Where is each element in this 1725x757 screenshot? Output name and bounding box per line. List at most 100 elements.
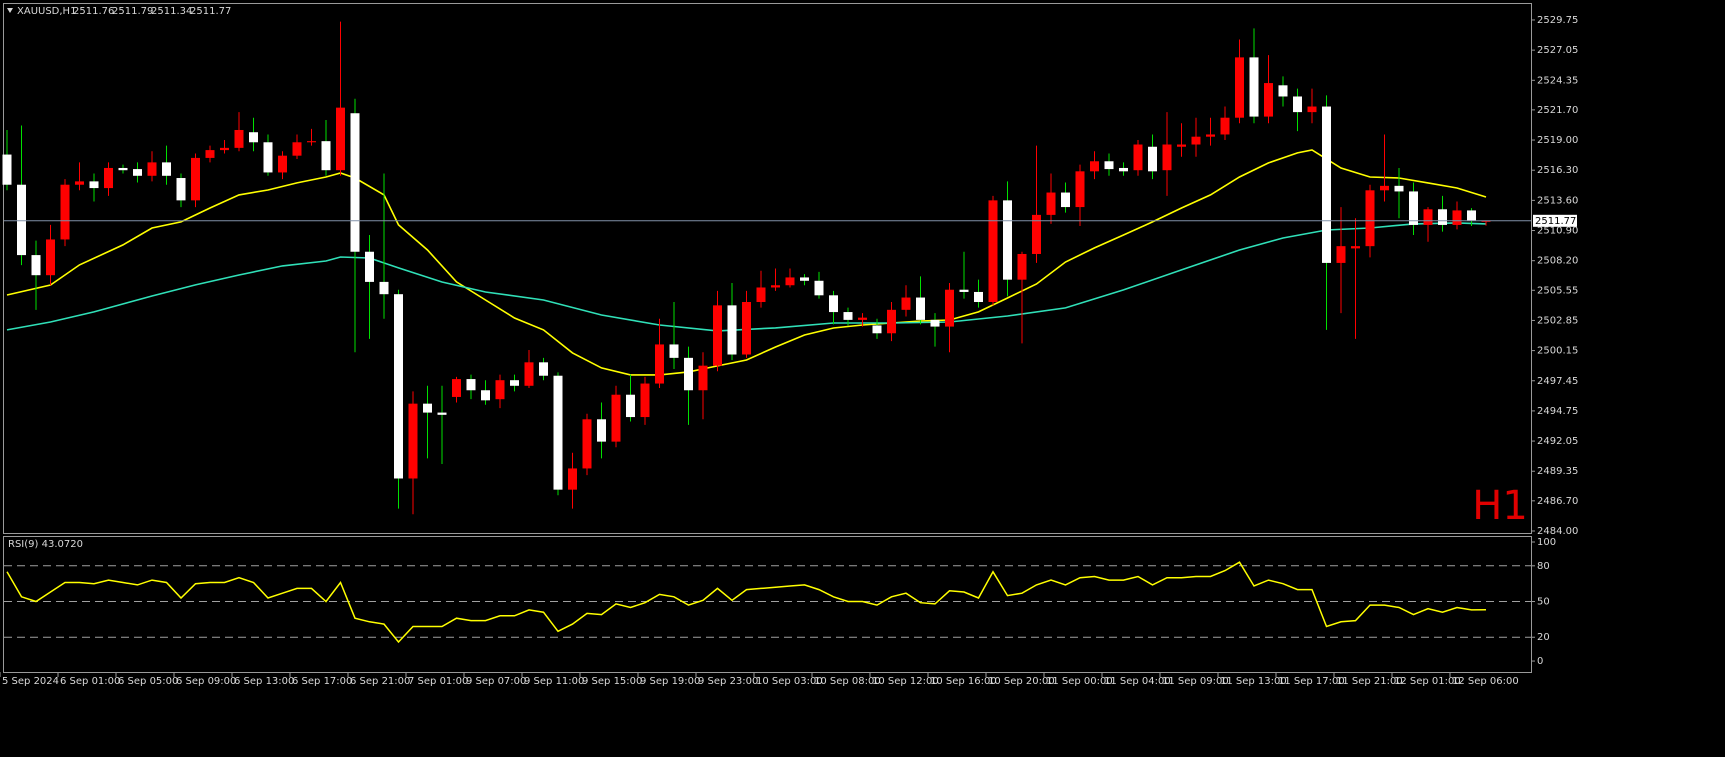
- bullish-candle-body: [568, 468, 577, 490]
- x-tick-label: 5 Sep 2024: [2, 676, 59, 687]
- bullish-candle-body: [75, 181, 84, 185]
- x-tick-label: 11 Sep 17:00: [1278, 676, 1345, 687]
- bullish-candle-body: [452, 379, 461, 397]
- x-tick-label: 9 Sep 11:00: [524, 676, 584, 687]
- bearish-candle-body: [510, 380, 519, 386]
- bullish-candle-body: [292, 142, 302, 156]
- bullish-candle-body: [698, 365, 708, 391]
- bullish-candle-body: [945, 289, 954, 327]
- bearish-candle-body: [379, 281, 389, 295]
- bullish-candle-body: [1075, 171, 1085, 208]
- bullish-candle-body: [1046, 192, 1056, 215]
- bullish-candle-body: [1380, 185, 1389, 191]
- bearish-candle-body: [1061, 192, 1070, 208]
- bearish-candle-body: [31, 255, 41, 276]
- x-tick-label: 10 Sep 03:00: [756, 676, 823, 687]
- bearish-candle-body: [1394, 185, 1404, 192]
- rsi-line: [6, 561, 1487, 644]
- bearish-candle-body: [365, 251, 374, 282]
- bullish-candle-body: [655, 344, 664, 384]
- x-tick-label: 10 Sep 16:00: [930, 676, 997, 687]
- bullish-candle-body: [785, 277, 795, 286]
- bearish-candle-body: [176, 178, 186, 201]
- x-tick-label: 12 Sep 06:00: [1452, 676, 1519, 687]
- ohlc-open: 2511.76: [73, 6, 114, 17]
- x-tick-label: 6 Sep 21:00: [350, 676, 410, 687]
- bearish-candle-body: [916, 297, 925, 320]
- bullish-candle-body: [408, 403, 418, 479]
- bullish-candle-body: [1032, 214, 1041, 254]
- x-tick-label: 9 Sep 07:00: [466, 676, 526, 687]
- bullish-candle-body: [234, 129, 244, 148]
- x-tick-label: 10 Sep 12:00: [872, 676, 939, 687]
- bullish-candle-body: [1206, 134, 1215, 137]
- bullish-candle-body: [524, 362, 534, 386]
- bearish-candle-body: [843, 312, 853, 320]
- bearish-candle-body: [597, 419, 606, 442]
- bearish-candle-body: [626, 394, 635, 418]
- y-tick-label: 50: [1537, 597, 1550, 608]
- bearish-candle-body: [466, 379, 476, 391]
- current-price-label: 2511.77: [1535, 216, 1576, 227]
- y-tick-label: 2529.75: [1537, 15, 1578, 26]
- ohlc-low: 2511.34: [151, 6, 192, 17]
- x-tick-label: 10 Sep 08:00: [814, 676, 881, 687]
- collapse-triangle[interactable]: [7, 8, 13, 13]
- symbol-label: XAUUSD,H1: [17, 6, 76, 17]
- bullish-candle-body: [901, 297, 911, 310]
- y-tick-label: 2513.60: [1537, 195, 1578, 206]
- bullish-candle-body: [1452, 210, 1462, 225]
- bearish-candle-body: [669, 344, 679, 358]
- bullish-candle-body: [1351, 246, 1360, 249]
- bullish-candle-body: [191, 157, 200, 201]
- bullish-candle-body: [771, 285, 780, 288]
- bearish-candle-body: [684, 357, 693, 391]
- bearish-candle-body: [872, 325, 882, 334]
- bullish-candle-body: [205, 150, 215, 158]
- bearish-candle-body: [249, 132, 258, 143]
- bullish-candle-body: [611, 394, 621, 442]
- y-tick-label: 2524.35: [1537, 75, 1578, 86]
- bearish-candle-body: [1104, 161, 1114, 170]
- x-tick-label: 9 Sep 19:00: [640, 676, 700, 687]
- bearish-candle-body: [350, 113, 360, 252]
- bearish-candle-body: [974, 291, 983, 303]
- bearish-candle-body: [1119, 167, 1128, 172]
- bullish-candle-body: [756, 287, 766, 303]
- y-tick-label: 2486.70: [1537, 496, 1578, 507]
- bearish-candle-body: [481, 390, 490, 401]
- bullish-candle-body: [60, 184, 70, 240]
- bearish-candle-body: [814, 280, 824, 296]
- timeframe-watermark: H1: [1472, 483, 1528, 529]
- x-tick-label: 6 Sep 13:00: [234, 676, 294, 687]
- y-tick-label: 2500.15: [1537, 346, 1578, 357]
- bearish-candle-body: [1148, 146, 1157, 172]
- bullish-candle-body: [1090, 161, 1099, 172]
- bearish-candle-body: [1249, 57, 1259, 117]
- bearish-candle-body: [423, 403, 432, 413]
- bullish-candle-body: [1177, 144, 1186, 147]
- y-tick-label: 2489.35: [1537, 466, 1578, 477]
- x-tick-label: 11 Sep 21:00: [1336, 676, 1403, 687]
- bullish-candle-body: [278, 155, 287, 173]
- bearish-candle-body: [321, 141, 331, 171]
- bearish-candle-body: [539, 362, 548, 376]
- x-tick-label: 11 Sep 00:00: [1046, 676, 1113, 687]
- y-tick-label: 2516.30: [1537, 165, 1578, 176]
- y-tick-label: 2521.70: [1537, 105, 1578, 116]
- y-tick-label: 80: [1537, 561, 1550, 572]
- x-tick-label: 9 Sep 15:00: [582, 676, 642, 687]
- bullish-candle-body: [1264, 83, 1273, 117]
- bullish-candle-body: [336, 107, 345, 171]
- x-tick-label: 12 Sep 01:00: [1394, 676, 1461, 687]
- y-tick-label: 20: [1537, 632, 1550, 643]
- bearish-candle-body: [17, 184, 26, 256]
- bearish-candle-body: [394, 294, 403, 479]
- bullish-candle-body: [1307, 106, 1317, 113]
- ohlc-high: 2511.79: [112, 6, 153, 17]
- bullish-candle-body: [1017, 253, 1027, 280]
- y-tick-label: 2484.00: [1537, 526, 1578, 537]
- bullish-candle-body: [495, 380, 505, 400]
